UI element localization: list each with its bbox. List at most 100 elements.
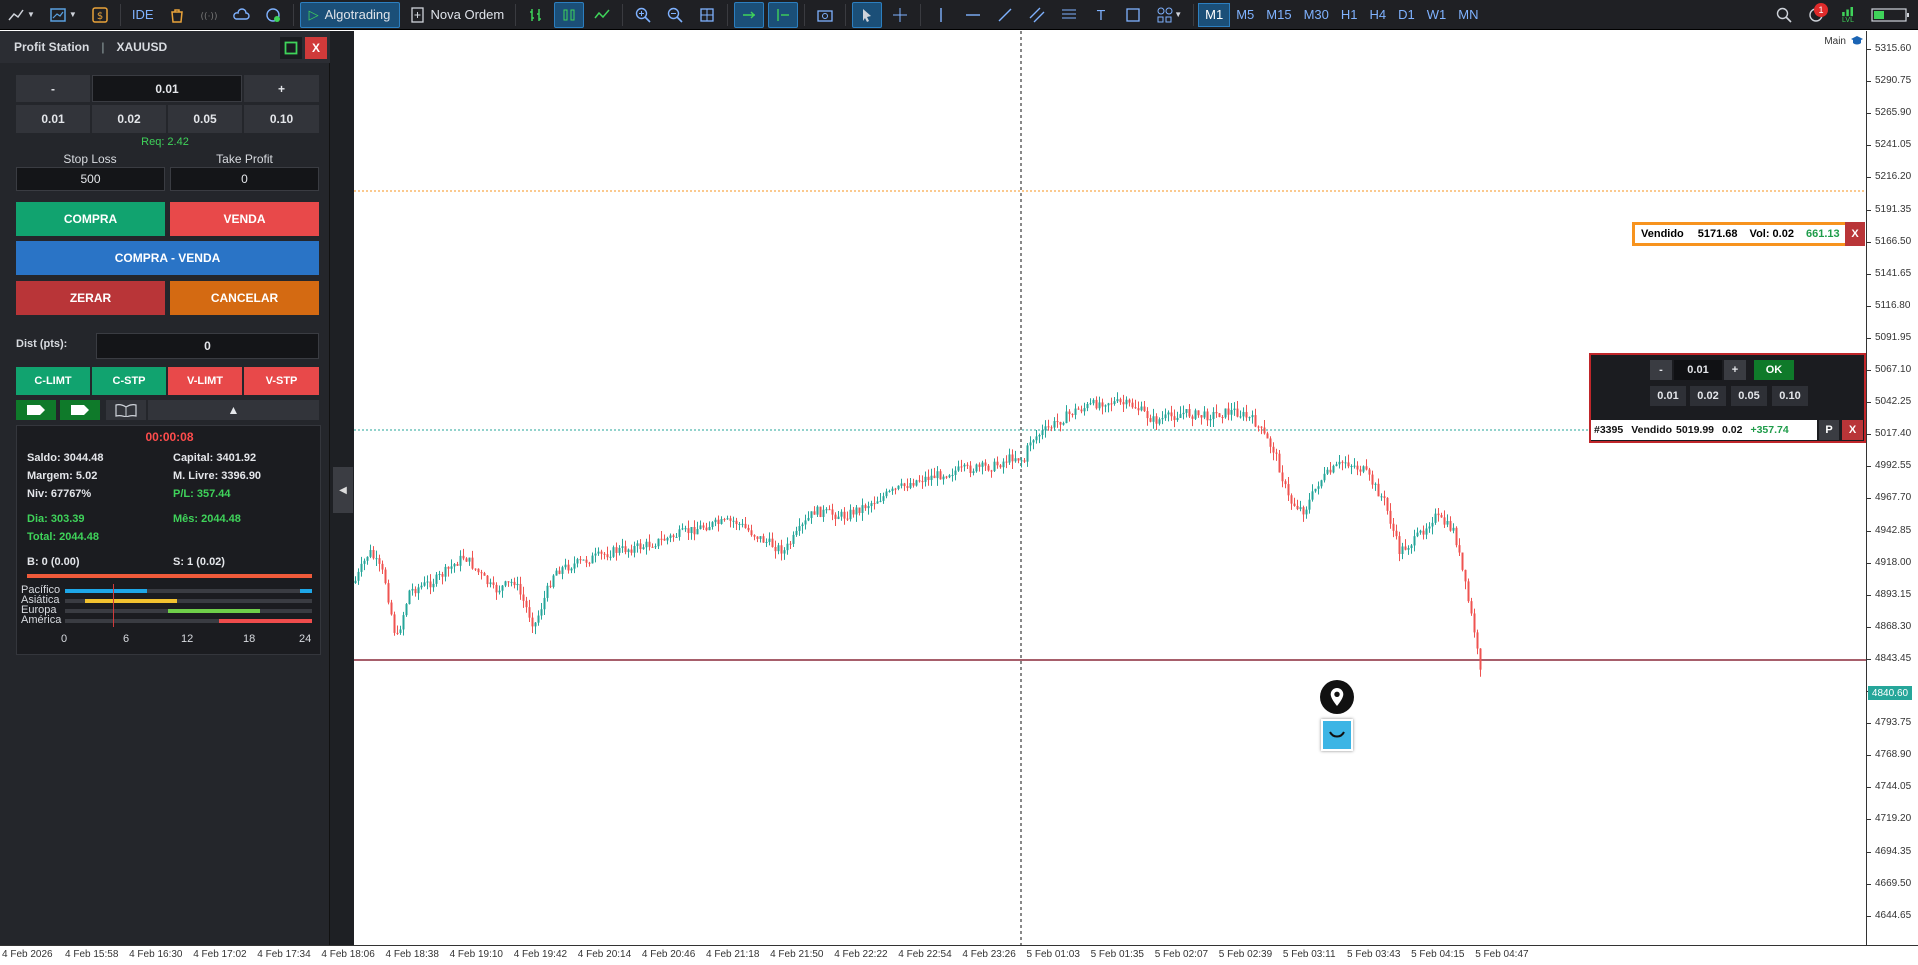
- zero-button[interactable]: ZERAR: [16, 281, 165, 315]
- position-lot-plus[interactable]: +: [1724, 360, 1746, 380]
- nova-ordem-button[interactable]: Nova Ordem: [404, 2, 510, 28]
- bear-candle: [396, 632, 399, 634]
- cancel-button[interactable]: CANCELAR: [170, 281, 319, 315]
- line-icon[interactable]: [588, 2, 616, 28]
- stop-loss-input[interactable]: 500: [16, 167, 165, 191]
- position-lot-minus[interactable]: -: [1650, 360, 1672, 380]
- position-ok-button[interactable]: OK: [1754, 360, 1794, 380]
- bear-candle: [1266, 433, 1269, 439]
- cursor-icon[interactable]: [852, 1, 883, 28]
- position-lot-input[interactable]: 0.01: [1674, 360, 1722, 380]
- buy-sell-button[interactable]: COMPRA - VENDA: [16, 241, 319, 275]
- timeframe-mn-button[interactable]: MN: [1458, 7, 1479, 22]
- bull-candle: [801, 524, 804, 527]
- position-preset-button[interactable]: 0.01: [1650, 386, 1686, 406]
- candlestick-icon[interactable]: [554, 1, 585, 28]
- timeframe-h1-button[interactable]: H1: [1340, 7, 1358, 22]
- position-preset-button[interactable]: 0.02: [1690, 386, 1726, 406]
- lot-preset-button[interactable]: 0.01: [16, 105, 90, 133]
- position-close-button[interactable]: X: [1842, 420, 1863, 440]
- lot-input[interactable]: 0.01: [92, 75, 242, 102]
- trendline-icon[interactable]: [991, 2, 1019, 28]
- tag-icon[interactable]: [60, 400, 100, 420]
- chart-template-icon[interactable]: ▼: [44, 2, 82, 28]
- signal-icon[interactable]: ((·)): [195, 2, 223, 28]
- line-chart-icon[interactable]: ▼: [2, 2, 40, 28]
- minimize-icon[interactable]: [280, 37, 302, 59]
- screenshot-icon[interactable]: [811, 2, 839, 28]
- horizontal-line-icon[interactable]: [959, 2, 987, 28]
- bear-candle: [1254, 415, 1257, 427]
- vertical-line-icon[interactable]: [927, 2, 955, 28]
- position-preset-button[interactable]: 0.10: [1772, 386, 1808, 406]
- bear-candle: [522, 594, 525, 601]
- profit-loss: P/L: 357.44: [173, 488, 231, 500]
- channel-icon[interactable]: [1023, 2, 1051, 28]
- notifications-icon[interactable]: 1: [1802, 2, 1830, 28]
- position-partial-button[interactable]: P: [1819, 420, 1839, 440]
- buy-stop-button[interactable]: C-STP: [92, 367, 166, 395]
- tag-icon[interactable]: [16, 400, 56, 420]
- lot-plus-button[interactable]: +: [244, 75, 319, 102]
- position-profit: +357.74: [1750, 424, 1789, 436]
- collapse-panel-button[interactable]: ◀: [333, 467, 353, 513]
- close-panel-button[interactable]: X: [305, 37, 327, 59]
- expand-arrow-button[interactable]: ▲: [148, 400, 319, 420]
- sell-order-close-button[interactable]: X: [1845, 222, 1865, 246]
- time-axis[interactable]: 4 Feb 2026 4 Feb 15:58 4 Feb 16:30 4 Feb 17…: [0, 945, 1918, 965]
- bear-candle: [1095, 399, 1098, 409]
- bear-candle: [939, 471, 942, 480]
- zoom-in-icon[interactable]: [629, 2, 657, 28]
- search-icon[interactable]: [1770, 2, 1798, 28]
- grid-icon[interactable]: [693, 2, 721, 28]
- buy-button[interactable]: COMPRA: [16, 202, 165, 236]
- price-chart[interactable]: Main Vendido 5171.68 Vol: 0.02 661.13 X …: [354, 31, 1866, 945]
- sell-order-label[interactable]: Vendido 5171.68 Vol: 0.02 661.13: [1632, 222, 1864, 246]
- bear-candle: [1383, 496, 1386, 498]
- position-row[interactable]: #3395 Vendido 5019.99 0.02 +357.74: [1591, 420, 1817, 440]
- time-label: 5 Feb 02:07: [1154, 949, 1209, 960]
- ide-button[interactable]: IDE: [127, 2, 159, 28]
- chart-shift-icon[interactable]: [768, 1, 799, 28]
- time-label: 4 Feb 22:54: [898, 949, 952, 960]
- timeframe-m15-button[interactable]: M15: [1266, 7, 1292, 22]
- autoscroll-icon[interactable]: [734, 1, 765, 28]
- text-icon[interactable]: T: [1087, 2, 1115, 28]
- vps-globe-icon[interactable]: [259, 2, 287, 28]
- take-profit-input[interactable]: 0: [170, 167, 319, 191]
- zoom-out-icon[interactable]: [661, 2, 689, 28]
- lot-preset-button[interactable]: 0.10: [244, 105, 319, 133]
- sell-stop-button[interactable]: V-STP: [244, 367, 319, 395]
- timeframe-m5-button[interactable]: M5: [1236, 7, 1255, 22]
- lot-minus-button[interactable]: -: [16, 75, 90, 102]
- timeframe-m1-button[interactable]: M1: [1198, 2, 1231, 27]
- shapes-icon[interactable]: [1119, 2, 1147, 28]
- sell-button[interactable]: VENDA: [170, 202, 319, 236]
- location-pin-icon[interactable]: [1320, 680, 1354, 714]
- bull-candle: [849, 509, 852, 520]
- distance-input[interactable]: 0: [96, 333, 319, 359]
- bar-chart-icon[interactable]: [522, 2, 550, 28]
- dollar-icon[interactable]: $: [86, 2, 114, 28]
- timeframe-h4-button[interactable]: H4: [1369, 7, 1387, 22]
- timeframe-w1-button[interactable]: W1: [1426, 7, 1447, 22]
- lot-preset-button[interactable]: 0.02: [92, 105, 166, 133]
- smile-signal-icon[interactable]: [1321, 719, 1353, 751]
- timeframe-d1-button[interactable]: D1: [1398, 7, 1415, 22]
- lot-preset-button[interactable]: 0.05: [168, 105, 242, 133]
- price-label: 4868.30: [1875, 620, 1912, 632]
- fibonacci-icon[interactable]: [1055, 2, 1083, 28]
- shopping-bag-icon[interactable]: [163, 2, 191, 28]
- crosshair-icon[interactable]: [886, 2, 914, 28]
- timeframe-m30-button[interactable]: M30: [1303, 7, 1329, 22]
- cloud-icon[interactable]: [227, 2, 255, 28]
- position-preset-button[interactable]: 0.05: [1731, 386, 1767, 406]
- price-axis[interactable]: 5315.60 5290.75 5265.90 5241.05 5216.20 5191.…: [1866, 31, 1918, 945]
- bear-candle: [624, 546, 627, 553]
- buy-limit-button[interactable]: C-LIMT: [16, 367, 90, 395]
- bear-candle: [960, 466, 963, 468]
- book-icon[interactable]: [106, 400, 146, 420]
- objects-icon[interactable]: ▼: [1151, 2, 1187, 28]
- algotrading-button[interactable]: ▷ Algotrading: [299, 1, 400, 28]
- sell-limit-button[interactable]: V-LIMT: [168, 367, 242, 395]
